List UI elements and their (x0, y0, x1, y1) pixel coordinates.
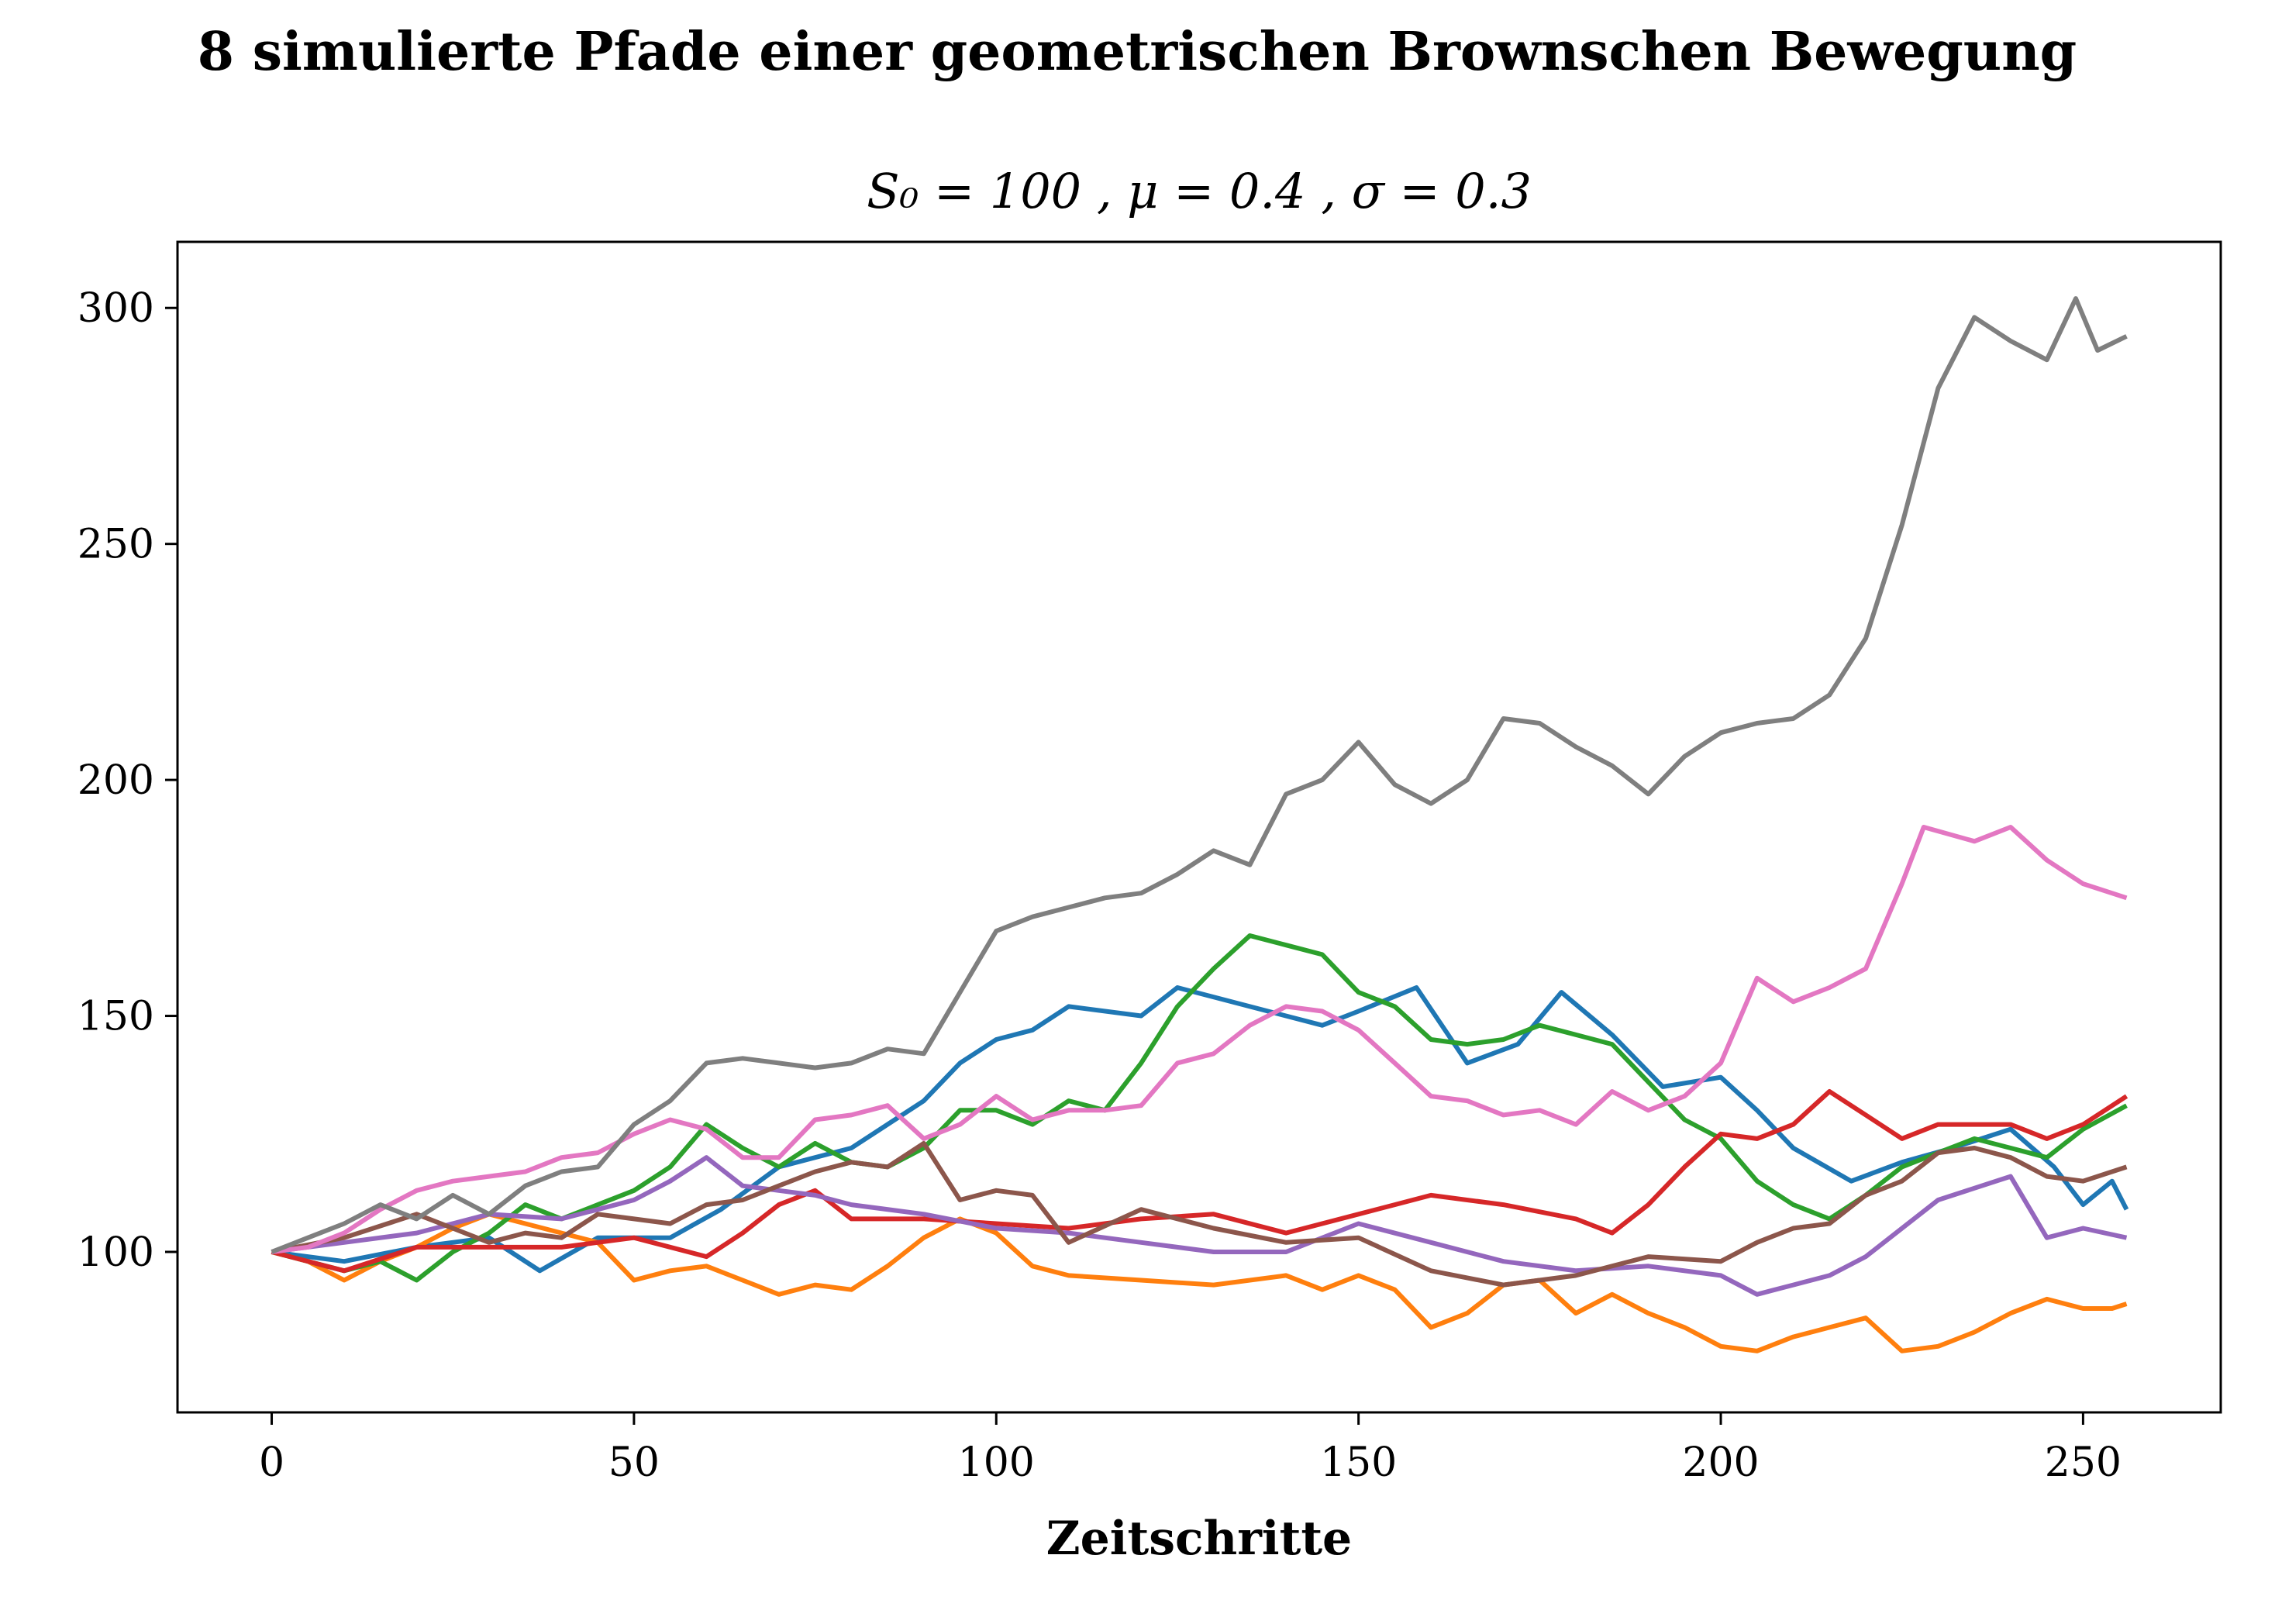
x-axis-label: Zeitschritte (1046, 1512, 1352, 1566)
plot-frame (176, 240, 2222, 1414)
chart-subtitle: S₀ = 100 , μ = 0.4 , σ = 0.3 (867, 163, 1532, 219)
series-line-8 (271, 296, 2128, 1254)
x-axis: 0 50 100 150 200 250 (259, 1412, 2122, 1486)
series-line-1 (271, 985, 2129, 1274)
x-tick-label: 250 (2045, 1440, 2122, 1486)
series-line-4 (271, 1089, 2129, 1274)
x-tick-label: 0 (259, 1440, 284, 1486)
series-line-3 (271, 933, 2128, 1283)
y-tick-label: 300 (78, 285, 154, 332)
x-tick-label: 100 (958, 1440, 1035, 1486)
series-line-5 (271, 1155, 2128, 1297)
chart-title: 8 simulierte Pfade einer geometrischen B… (198, 21, 2077, 83)
plot-lines (271, 296, 2129, 1353)
x-tick-label: 50 (608, 1440, 660, 1486)
y-tick-label: 150 (78, 994, 154, 1040)
y-tick-label: 250 (78, 522, 154, 568)
y-tick-label: 100 (78, 1229, 154, 1276)
x-tick-label: 200 (1682, 1440, 1759, 1486)
y-tick-label: 200 (78, 757, 154, 804)
y-axis: 100 150 200 250 300 (78, 285, 178, 1276)
series-line-6 (271, 1140, 2128, 1288)
x-tick-label: 150 (1320, 1440, 1397, 1486)
series-line-7 (271, 825, 2128, 1254)
